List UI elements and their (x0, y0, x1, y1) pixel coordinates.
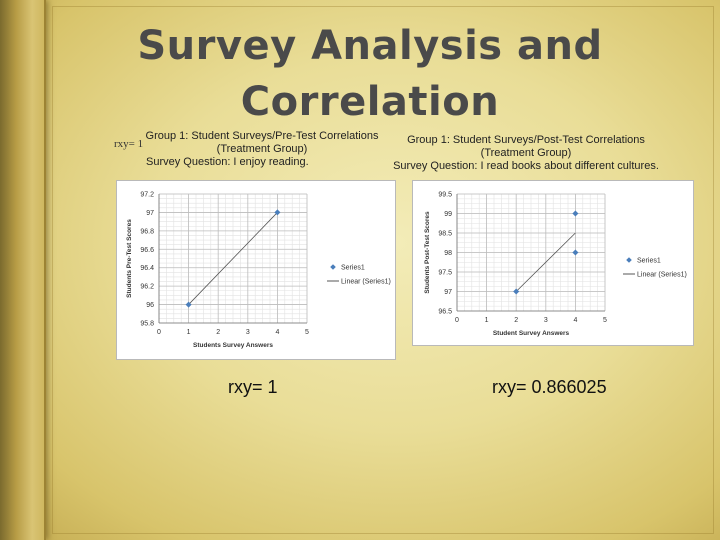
left-label-line-2: (Treatment Group) (216, 143, 308, 155)
legend-label-series1: Series1 (637, 258, 661, 265)
left-group-label: Group 1: Student Surveys/Pre-Test Correl… (142, 130, 382, 169)
legend-label-series1: Series1 (341, 265, 365, 272)
x-tick-label: 5 (603, 317, 607, 324)
x-tick-label: 4 (573, 317, 577, 324)
slide-title: Survey Analysis and Correlation (120, 18, 620, 130)
legend-label-linear: Linear (Series1) (637, 272, 687, 279)
x-tick-label: 1 (187, 329, 191, 336)
y-tick-label: 96 (146, 302, 154, 309)
y-tick-label: 96.6 (140, 247, 154, 254)
trend-line (515, 232, 576, 292)
spine-edge (44, 0, 46, 540)
y-tick-label: 96.8 (140, 228, 154, 235)
data-point (572, 210, 579, 217)
legend-label-linear: Linear (Series1) (341, 279, 391, 286)
left-label-line-3: Survey Question: I enjoy reading. (146, 156, 309, 168)
legend-marker-series1 (626, 257, 632, 263)
x-tick-label: 1 (485, 317, 489, 324)
x-tick-label: 2 (514, 317, 518, 324)
data-point (572, 249, 579, 256)
x-axis-title: Students Survey Answers (193, 342, 273, 349)
y-tick-label: 97 (444, 289, 452, 296)
y-tick-label: 98.5 (438, 231, 452, 238)
pre-test-chart-svg: 0 1 2 3 4 5 95.8 96 96.2 96.4 96.6 96.8 97 97.2 Studen… (126, 192, 391, 350)
x-axis-title: Student Survey Answers (493, 330, 570, 337)
y-tick-label: 97.2 (140, 192, 154, 199)
data-point (513, 288, 520, 295)
x-tick-label: 5 (305, 329, 309, 336)
x-tick-label: 4 (275, 329, 279, 336)
x-tick-label: 0 (455, 317, 459, 324)
y-tick-label: 97.5 (438, 270, 452, 277)
right-group-label: Group 1: Student Surveys/Post-Test Corre… (390, 134, 662, 173)
y-tick-label: 98 (444, 250, 452, 257)
x-tick-label: 2 (216, 329, 220, 336)
y-axis-title: Students Post-Test Scores (424, 211, 431, 294)
left-label-line-1: Group 1: Student Surveys/Pre-Test Correl… (145, 130, 379, 142)
right-label-line-1: Group 1: Student Surveys/Post-Test Corre… (407, 134, 645, 146)
x-tick-label: 0 (157, 329, 161, 336)
y-tick-label: 96.5 (438, 309, 452, 316)
legend-marker-series1 (330, 264, 336, 270)
book-spine (0, 0, 46, 540)
title-line-2: Correlation (240, 79, 500, 125)
pre-test-correlation: rxy= 1 (228, 377, 278, 397)
x-tick-label: 3 (246, 329, 250, 336)
data-point (185, 301, 192, 308)
y-tick-label: 95.8 (140, 321, 154, 328)
rxy-small-label: rxy= 1 (114, 138, 144, 150)
right-label-line-2: (Treatment Group) (480, 147, 572, 159)
post-test-chart: 0 1 2 3 4 5 96.5 97 97.5 98 98.5 99 99.5 Student Surv… (412, 180, 694, 346)
right-label-line-3: Survey Question: I read books about diff… (393, 160, 659, 172)
y-tick-label: 96.2 (140, 284, 154, 291)
page-frame (52, 6, 714, 534)
y-tick-label: 99.5 (438, 192, 452, 199)
title-line-1: Survey Analysis and (137, 23, 603, 69)
post-test-chart-svg: 0 1 2 3 4 5 96.5 97 97.5 98 98.5 99 99.5 Student Surv… (424, 192, 687, 338)
y-tick-label: 97 (146, 210, 154, 217)
data-point (274, 209, 281, 216)
y-tick-label: 99 (444, 211, 452, 218)
y-axis-title: Students Pre-Test Scores (126, 219, 133, 298)
x-tick-label: 3 (544, 317, 548, 324)
y-tick-label: 96.4 (140, 265, 154, 272)
pre-test-chart: 0 1 2 3 4 5 95.8 96 96.2 96.4 96.6 96.8 97 97.2 Studen… (116, 180, 396, 360)
trend-line (188, 212, 278, 305)
post-test-correlation: rxy= 0.866025 (492, 377, 607, 397)
